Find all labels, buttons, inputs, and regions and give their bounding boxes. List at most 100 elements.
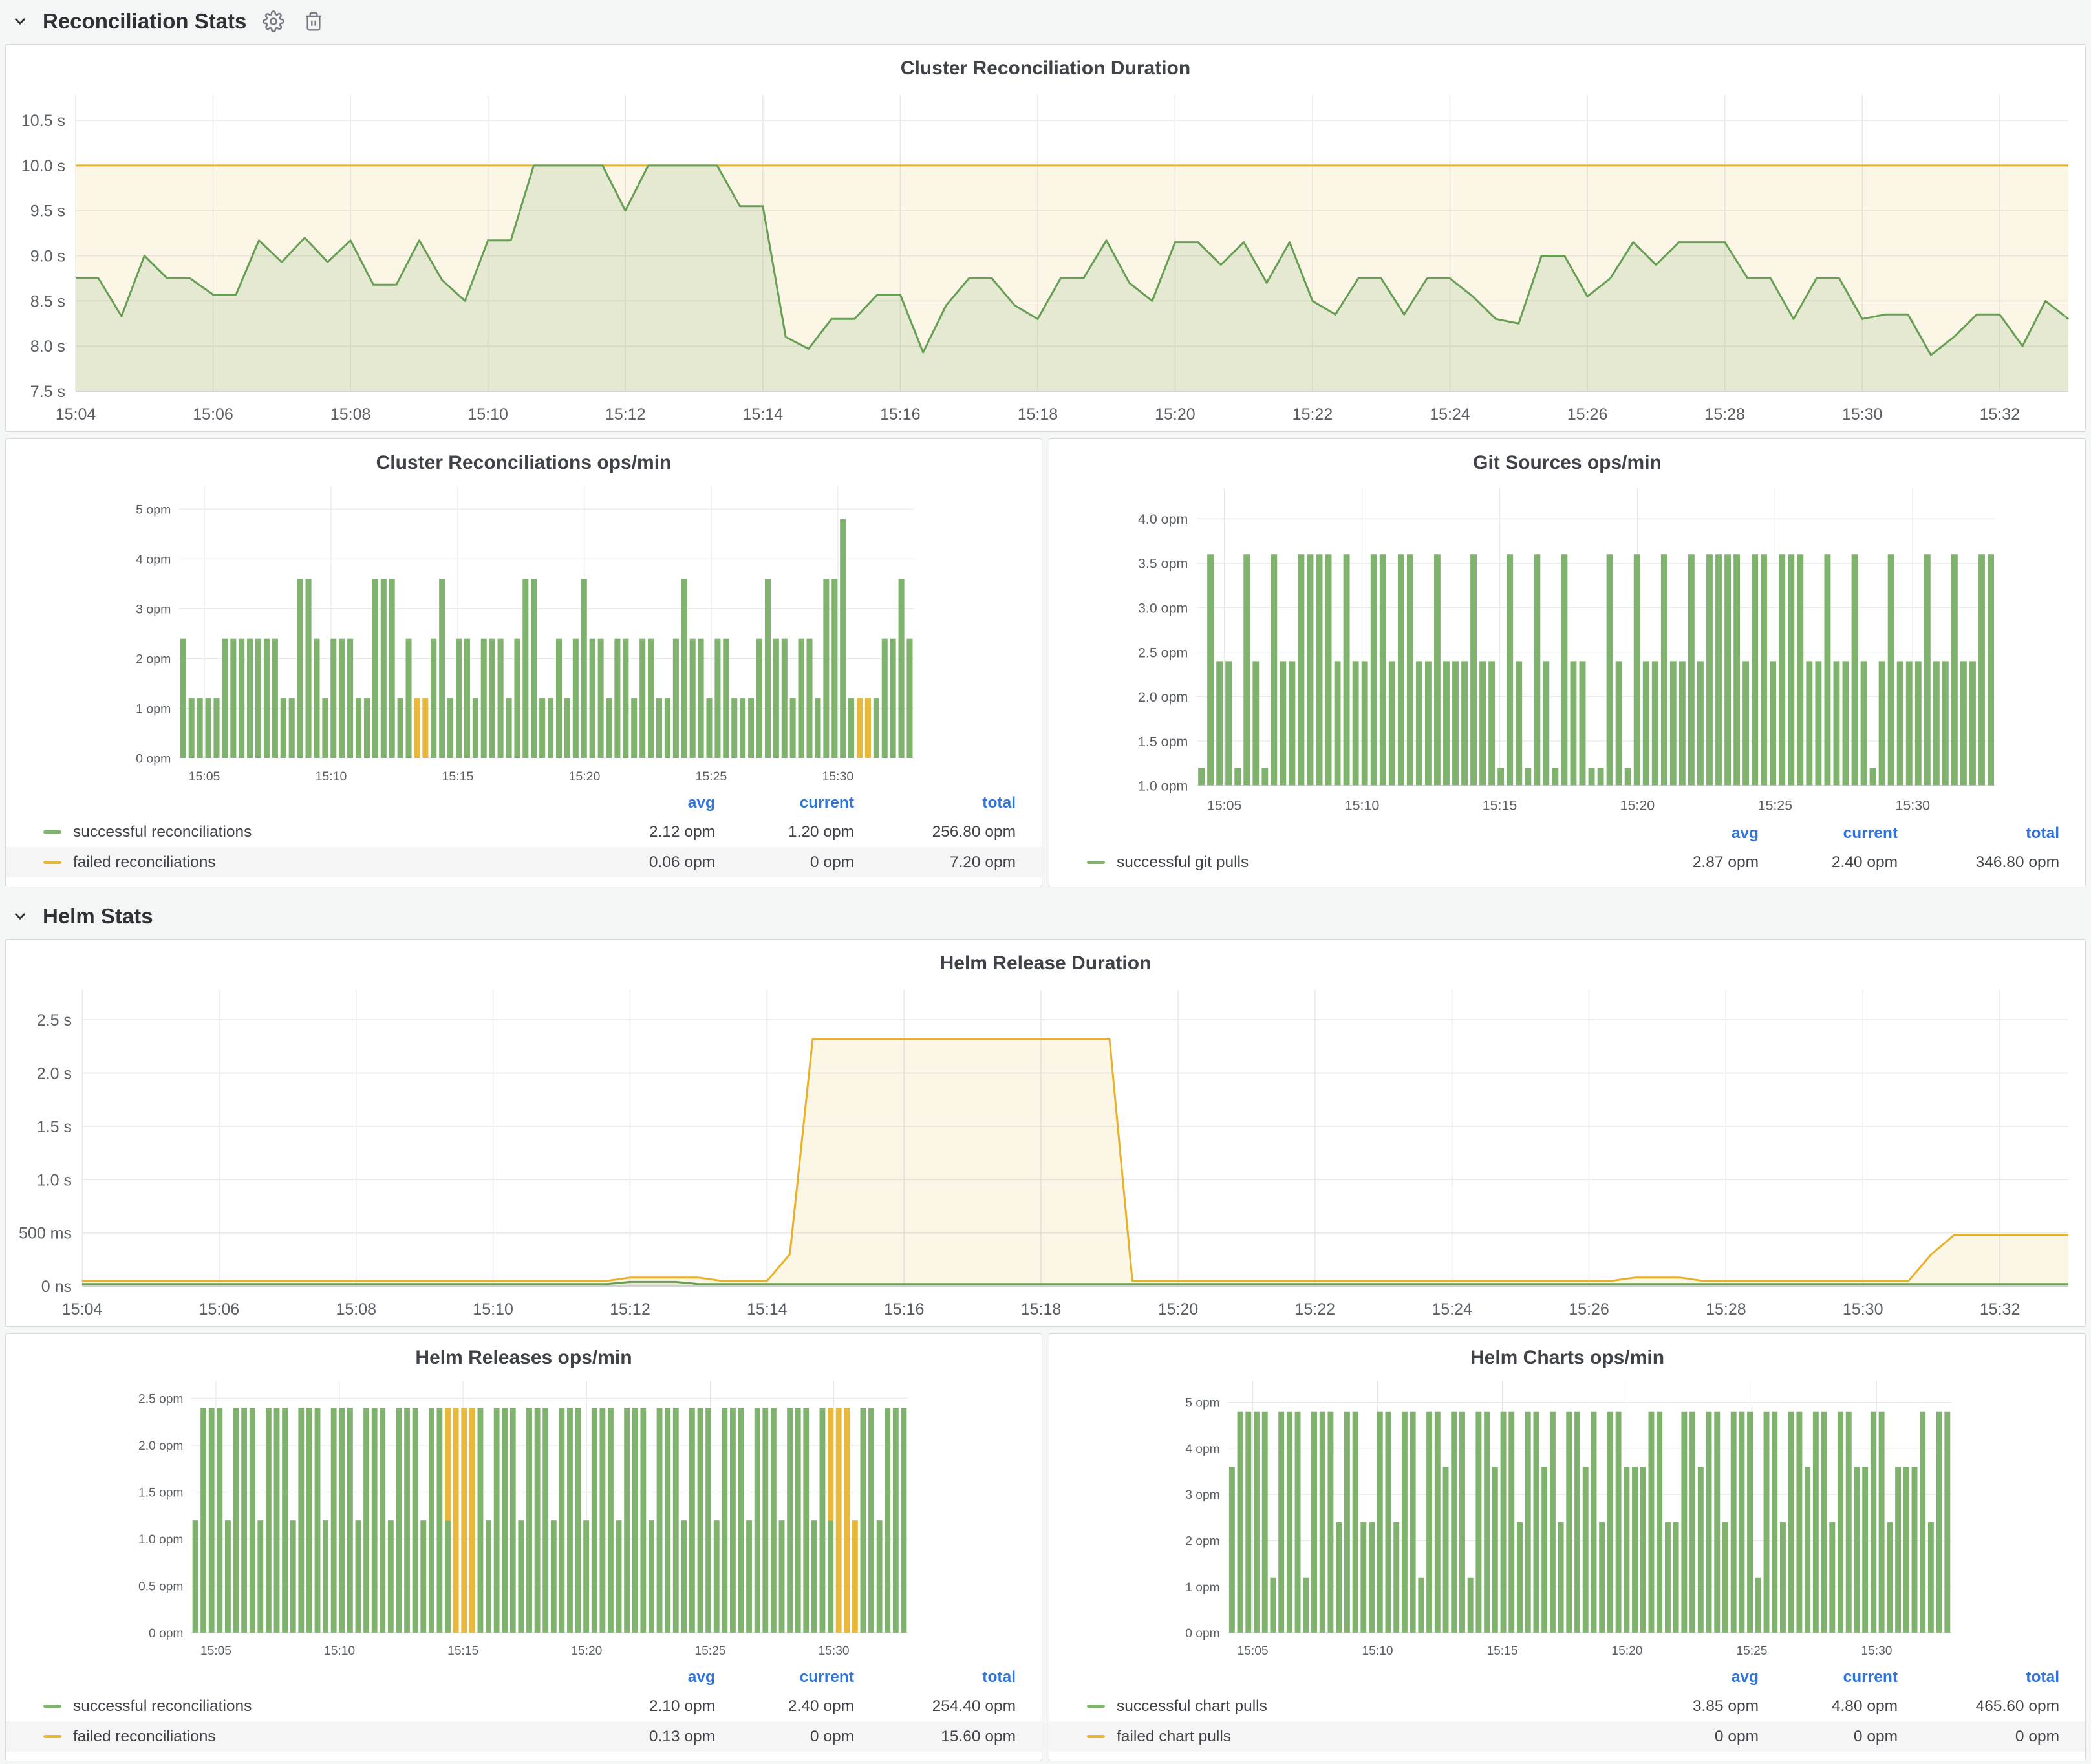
section-title[interactable]: Reconciliation Stats bbox=[43, 9, 247, 33]
svg-text:1.5 opm: 1.5 opm bbox=[138, 1487, 183, 1500]
series-current: 1.20 opm bbox=[788, 823, 854, 841]
legend-col-total[interactable]: total bbox=[2026, 1668, 2059, 1686]
svg-text:15:05: 15:05 bbox=[200, 1644, 231, 1658]
svg-text:15:08: 15:08 bbox=[336, 1300, 376, 1318]
panel-title[interactable]: Helm Charts ops/min bbox=[1470, 1347, 1665, 1368]
svg-text:15:28: 15:28 bbox=[1704, 405, 1745, 424]
series-avg: 3.85 opm bbox=[1692, 1697, 1759, 1715]
legend-col-avg[interactable]: avg bbox=[687, 1668, 715, 1686]
legend-col-total[interactable]: total bbox=[982, 1668, 1016, 1686]
legend-col-current[interactable]: current bbox=[1843, 1668, 1898, 1686]
panel-git-sources-ops: Git Sources ops/min 15:05 15:10 15:15 15:20… bbox=[1049, 438, 2086, 887]
legend-row: successful reconciliations 2.12 opm 1.20 o… bbox=[43, 817, 1016, 847]
svg-text:15:26: 15:26 bbox=[1569, 1300, 1609, 1318]
legend-col-avg[interactable]: avg bbox=[1731, 1668, 1759, 1686]
series-label[interactable]: successful reconciliations bbox=[73, 823, 252, 841]
series-label[interactable]: successful chart pulls bbox=[1117, 1697, 1267, 1715]
gear-icon[interactable] bbox=[261, 8, 286, 34]
section-header-helm-stats[interactable]: Helm Stats bbox=[5, 898, 2086, 935]
series-current: 2.40 opm bbox=[1831, 853, 1898, 871]
chart-git-sources-ops[interactable]: 15:05 15:10 15:15 15:20 15:25 15:30 4.0 opm 3.5… bbox=[1049, 477, 2085, 820]
panel-helm-release-duration: Helm Release Duration 15:04 15:06 15:08 15:… bbox=[5, 939, 2086, 1327]
svg-text:15:15: 15:15 bbox=[1483, 798, 1517, 813]
legend-row: successful git pulls 2.87 opm 2.40 opm 346.… bbox=[1087, 847, 2059, 877]
svg-text:15:15: 15:15 bbox=[1486, 1644, 1517, 1658]
legend-col-total[interactable]: total bbox=[2026, 824, 2059, 842]
svg-text:15:12: 15:12 bbox=[605, 405, 646, 424]
legend-col-current[interactable]: current bbox=[799, 1668, 854, 1686]
series-current: 2.40 opm bbox=[788, 1697, 854, 1715]
svg-text:15:05: 15:05 bbox=[1207, 798, 1242, 813]
panel-title[interactable]: Helm Release Duration bbox=[939, 952, 1152, 974]
svg-text:1.0 opm: 1.0 opm bbox=[138, 1533, 183, 1547]
panel-helm-charts-ops: Helm Charts ops/min 15:05 15:10 15:15 15:20… bbox=[1049, 1333, 2086, 1761]
legend-col-current[interactable]: current bbox=[1843, 824, 1898, 842]
chart-helm-releases-ops[interactable]: 15:05 15:10 15:15 15:20 15:25 15:30 2.5 opm 2.0… bbox=[6, 1371, 1042, 1664]
svg-text:15:25: 15:25 bbox=[695, 769, 727, 784]
series-avg: 2.87 opm bbox=[1692, 853, 1759, 871]
series-avg: 0 opm bbox=[1714, 1727, 1759, 1745]
series-label[interactable]: failed chart pulls bbox=[1117, 1727, 1232, 1745]
panel-title[interactable]: Git Sources ops/min bbox=[1473, 452, 1662, 473]
svg-text:15:14: 15:14 bbox=[747, 1300, 788, 1318]
svg-text:15:10: 15:10 bbox=[473, 1300, 513, 1318]
svg-text:0 opm: 0 opm bbox=[136, 752, 171, 766]
svg-text:15:24: 15:24 bbox=[1430, 405, 1470, 424]
series-label[interactable]: failed reconciliations bbox=[73, 853, 216, 871]
legend-helm-charts: avg current total successful chart pulls 3.8… bbox=[1049, 1664, 2085, 1761]
trash-icon[interactable] bbox=[301, 8, 327, 34]
chart-helm-charts-ops[interactable]: 15:05 15:10 15:15 15:20 15:25 15:30 5 opm 4 opm… bbox=[1049, 1371, 2085, 1664]
svg-text:15:20: 15:20 bbox=[1158, 1300, 1199, 1318]
svg-text:2.5 opm: 2.5 opm bbox=[1138, 645, 1188, 660]
svg-text:15:06: 15:06 bbox=[193, 405, 233, 424]
svg-text:8.5 s: 8.5 s bbox=[30, 292, 65, 310]
svg-text:1 opm: 1 opm bbox=[136, 702, 171, 716]
chart-cluster-reconciliations-ops[interactable]: 15:05 15:10 15:15 15:20 15:25 15:30 5 opm 4 opm… bbox=[6, 477, 1042, 790]
series-current: 4.80 opm bbox=[1831, 1697, 1898, 1715]
legend-header: avg current total bbox=[1087, 1664, 2059, 1691]
chevron-down-icon[interactable] bbox=[12, 13, 28, 30]
series-label[interactable]: successful git pulls bbox=[1117, 853, 1249, 871]
panel-title[interactable]: Cluster Reconciliations ops/min bbox=[376, 452, 672, 473]
series-label[interactable]: successful reconciliations bbox=[73, 1697, 252, 1715]
svg-text:15:26: 15:26 bbox=[1567, 405, 1608, 424]
svg-text:15:18: 15:18 bbox=[1021, 1300, 1062, 1318]
series-current: 0 opm bbox=[810, 1727, 854, 1745]
svg-text:10.5 s: 10.5 s bbox=[21, 112, 65, 130]
series-total: 465.60 opm bbox=[1975, 1697, 2059, 1715]
section-header-reconciliation-stats[interactable]: Reconciliation Stats bbox=[5, 3, 2086, 40]
legend-helm-releases: avg current total successful reconciliation… bbox=[6, 1664, 1042, 1761]
legend-row: failed reconciliations 0.13 opm 0 opm 15.60… bbox=[6, 1721, 1042, 1752]
chevron-down-icon[interactable] bbox=[12, 908, 28, 925]
svg-text:15:10: 15:10 bbox=[467, 405, 508, 424]
series-label[interactable]: failed reconciliations bbox=[73, 1727, 216, 1745]
svg-text:15:28: 15:28 bbox=[1706, 1300, 1746, 1318]
svg-text:1.0 s: 1.0 s bbox=[37, 1171, 72, 1189]
svg-text:2.5 s: 2.5 s bbox=[37, 1011, 72, 1029]
svg-text:15:16: 15:16 bbox=[884, 1300, 925, 1318]
svg-text:15:14: 15:14 bbox=[742, 405, 783, 424]
panel-cluster-reconciliations-ops: Cluster Reconciliations ops/min 15:05 15:… bbox=[5, 438, 1042, 887]
series-color-dash bbox=[1087, 1735, 1105, 1738]
svg-text:15:20: 15:20 bbox=[571, 1644, 602, 1658]
panel-helm-releases-ops: Helm Releases ops/min 15:05 15:10 15:15 15:… bbox=[5, 1333, 1042, 1761]
legend-col-avg[interactable]: avg bbox=[687, 794, 715, 812]
svg-text:15:05: 15:05 bbox=[189, 769, 220, 784]
panel-title[interactable]: Helm Releases ops/min bbox=[415, 1347, 632, 1368]
svg-text:2 opm: 2 opm bbox=[136, 652, 171, 667]
svg-text:15:15: 15:15 bbox=[447, 1644, 478, 1658]
panel-title[interactable]: Cluster Reconciliation Duration bbox=[900, 58, 1191, 79]
legend-col-total[interactable]: total bbox=[982, 794, 1016, 812]
chart-cluster-reconciliation-duration[interactable]: 15:04 15:06 15:08 15:10 15:12 15:14 15:16 15:18… bbox=[6, 82, 2085, 431]
svg-text:9.0 s: 9.0 s bbox=[30, 248, 65, 266]
svg-text:15:15: 15:15 bbox=[442, 769, 474, 784]
series-current: 0 opm bbox=[1853, 1727, 1898, 1745]
section-title[interactable]: Helm Stats bbox=[43, 904, 153, 928]
svg-text:4 opm: 4 opm bbox=[136, 552, 171, 566]
series-current: 0 opm bbox=[810, 853, 854, 871]
legend-header: avg current total bbox=[43, 1664, 1016, 1691]
chart-helm-release-duration[interactable]: 15:04 15:06 15:08 15:10 15:12 15:14 15:16 15:18… bbox=[6, 977, 2085, 1326]
legend-col-current[interactable]: current bbox=[799, 794, 854, 812]
svg-text:9.5 s: 9.5 s bbox=[30, 202, 65, 220]
legend-col-avg[interactable]: avg bbox=[1731, 824, 1759, 842]
